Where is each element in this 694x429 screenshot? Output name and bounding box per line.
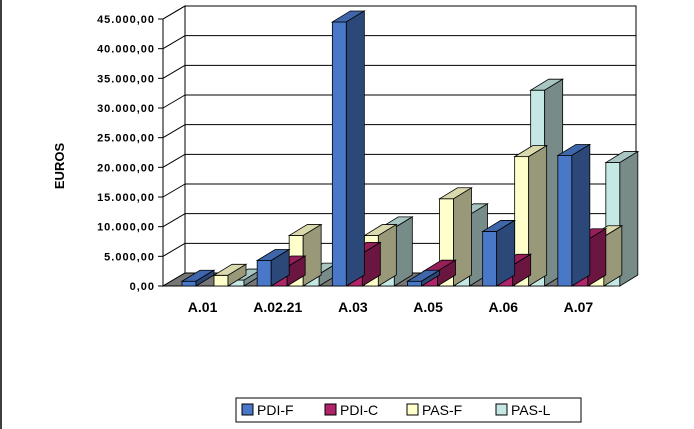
legend-item: PAS-L: [495, 402, 551, 418]
legend-label: PAS-L: [511, 402, 551, 418]
x-tick-label: A.03: [338, 299, 368, 315]
x-tick-label: A.05: [413, 299, 443, 315]
y-tick-label: 10.000,00: [97, 222, 155, 234]
bar: [481, 219, 517, 287]
bar: [180, 269, 216, 287]
bars: [180, 10, 640, 287]
x-tick-label: A.01: [188, 299, 218, 315]
bar: [255, 248, 291, 287]
y-axis-tick-labels: 0,00 5.000,00 10.000,00 15.000,00 20.000,00 2…: [97, 14, 155, 293]
legend: PDI-F PDI-C PAS-F PAS-L: [235, 397, 582, 423]
x-axis-tick-labels: A.01 A.02.21 A.03 A.05 A.06 A.07: [188, 299, 594, 315]
y-tick-label: 35.000,00: [97, 73, 155, 85]
bar: [604, 150, 640, 287]
y-tick-label: 45.000,00: [97, 14, 155, 26]
bar: [556, 143, 592, 287]
bar: [212, 263, 248, 287]
y-tick-label: 30.000,00: [97, 103, 155, 115]
bar: [330, 10, 366, 287]
y-tick-label: 40.000,00: [97, 44, 155, 56]
y-axis-label: EUROS: [52, 143, 67, 190]
x-tick-label: A.02.21: [253, 299, 302, 315]
y-tick-label: 20.000,00: [97, 162, 155, 174]
legend-item: PAS-F: [406, 402, 462, 418]
legend-label: PDI-F: [257, 402, 294, 418]
y-tick-label: 5.000,00: [104, 251, 155, 263]
legend-item: PDI-F: [241, 402, 294, 418]
x-tick-label: A.07: [564, 299, 594, 315]
y-tick-label: 0,00: [130, 281, 155, 293]
legend-item: PDI-C: [324, 402, 378, 418]
bar: [513, 144, 549, 287]
y-tick-label: 15.000,00: [97, 192, 155, 204]
x-tick-label: A.06: [488, 299, 518, 315]
legend-label: PAS-F: [422, 402, 462, 418]
y-tick-label: 25.000,00: [97, 133, 155, 145]
bar: [406, 269, 441, 287]
legend-label: PDI-C: [340, 402, 378, 418]
